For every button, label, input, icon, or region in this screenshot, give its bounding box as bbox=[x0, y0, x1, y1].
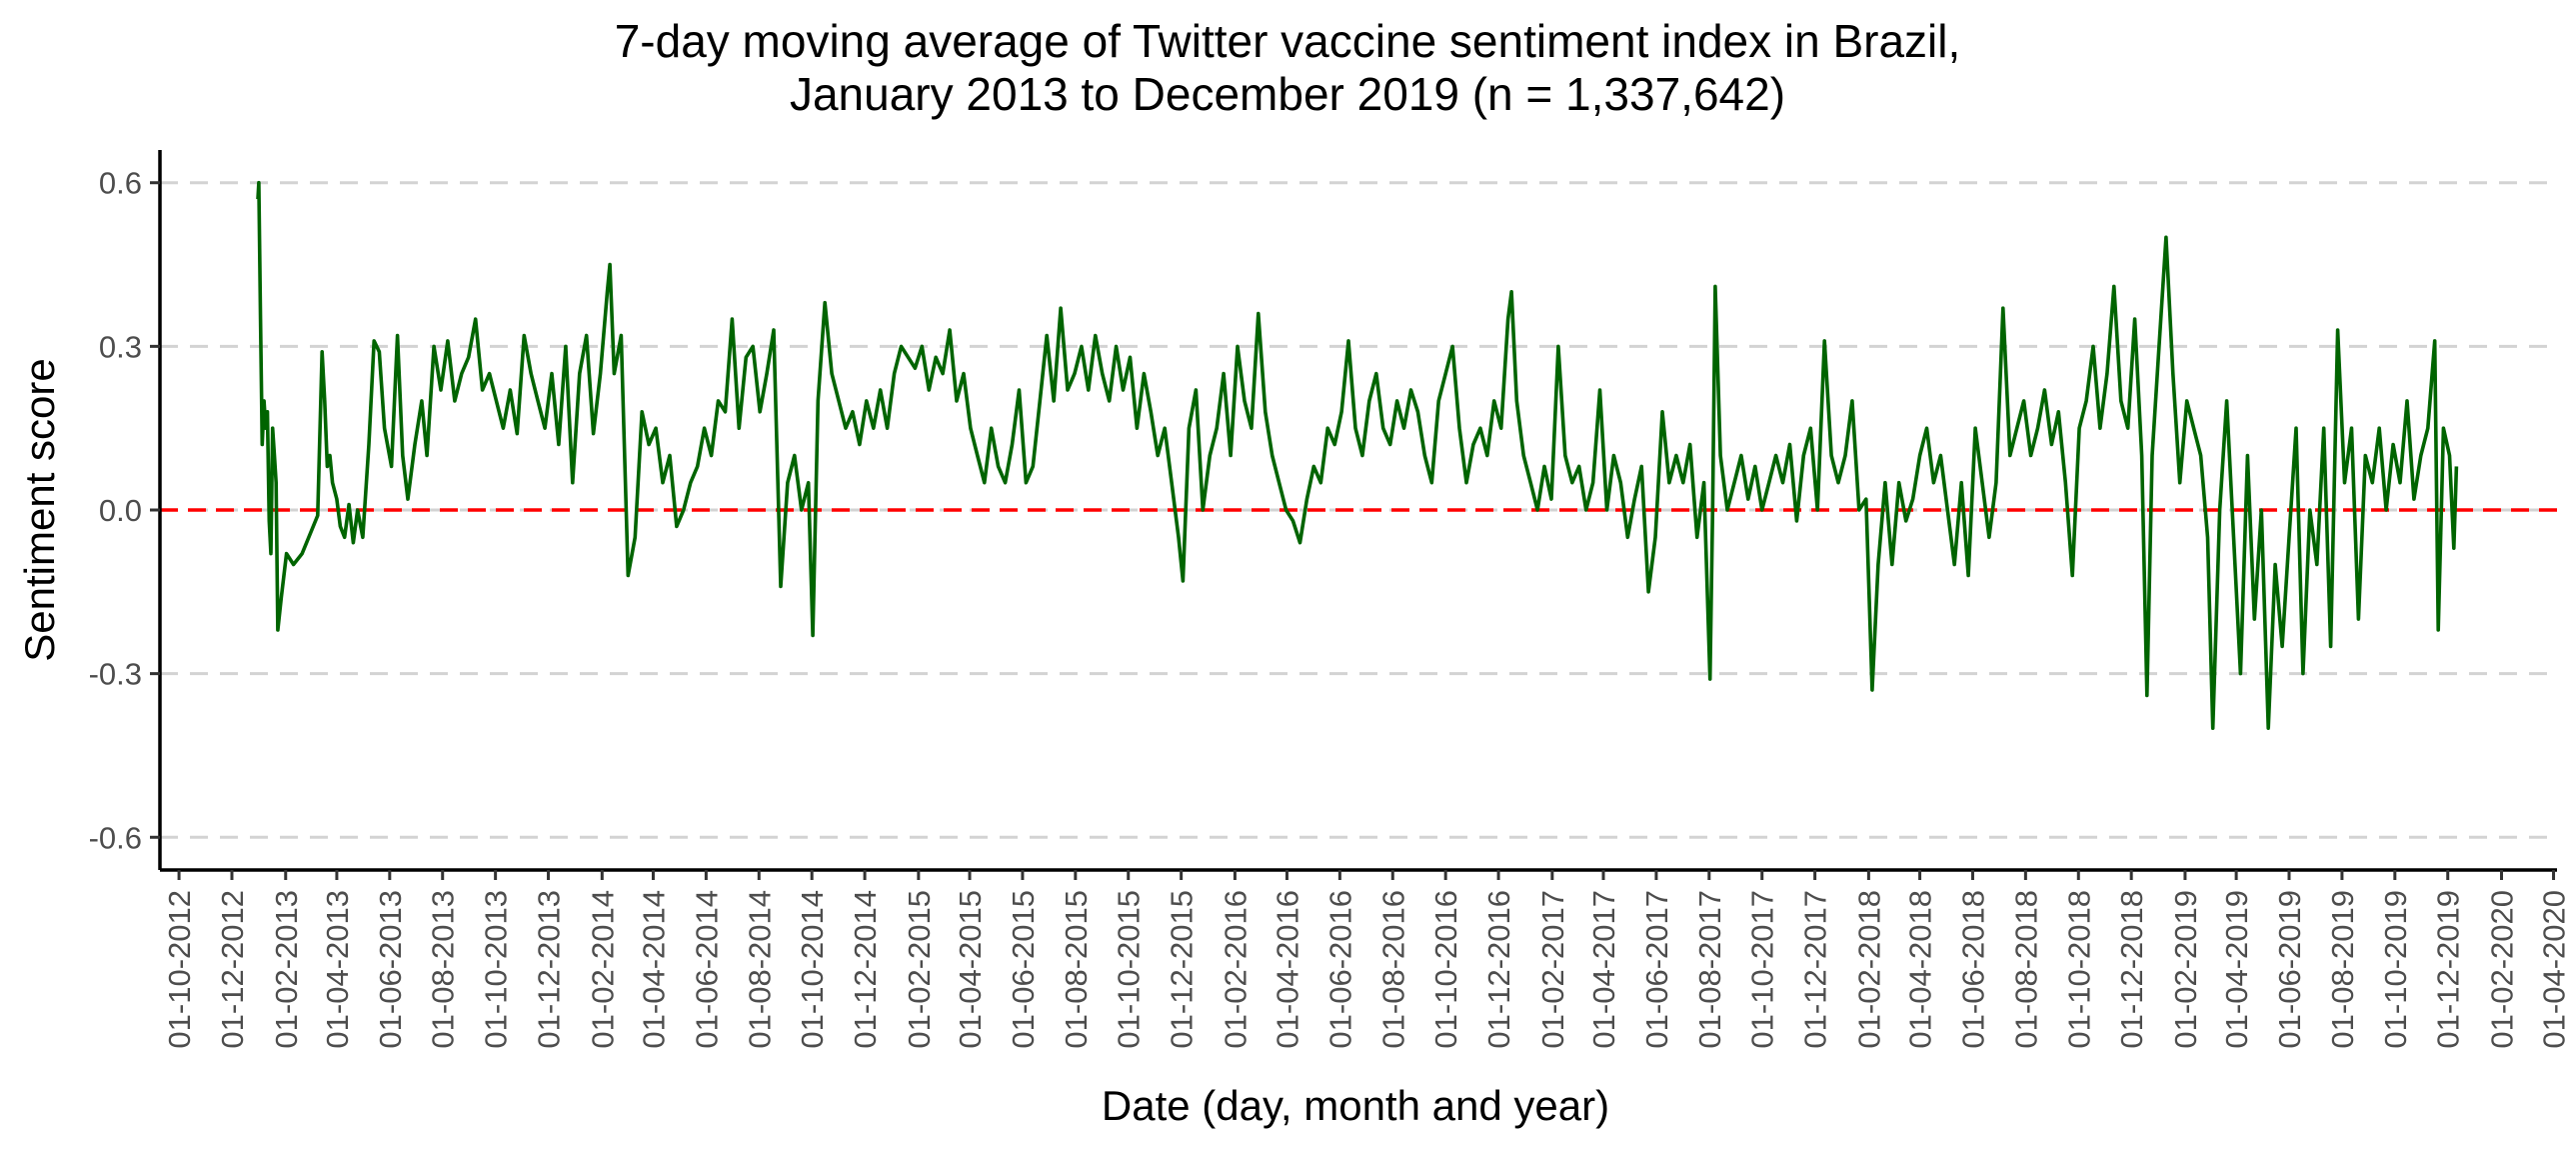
y-tick-label: 0.6 bbox=[99, 166, 142, 201]
x-tick-label: 01-02-2015 bbox=[902, 890, 937, 1049]
x-tick-label: 01-12-2017 bbox=[1798, 890, 1833, 1049]
x-tick-label: 01-04-2013 bbox=[320, 890, 355, 1049]
x-tick-label: 01-12-2019 bbox=[2431, 890, 2466, 1049]
x-tick-label: 01-08-2016 bbox=[1375, 890, 1410, 1049]
x-tick-label: 01-10-2019 bbox=[2378, 890, 2413, 1049]
y-tick-label: -0.6 bbox=[89, 820, 142, 855]
x-tick-label: 01-08-2013 bbox=[426, 890, 461, 1049]
y-axis-title: Sentiment score bbox=[16, 358, 63, 661]
x-tick-label: 01-06-2017 bbox=[1639, 890, 1674, 1049]
x-axis-ticks: 01-10-2012 01-12-2012 01-02-2013 01-04-2013… bbox=[162, 870, 2572, 1049]
x-tick-label: 01-04-2015 bbox=[953, 890, 988, 1049]
series-line bbox=[256, 180, 2459, 730]
y-tick-label: 0.3 bbox=[99, 329, 142, 364]
x-tick-label: 01-12-2012 bbox=[215, 890, 250, 1049]
x-tick-label: 01-02-2017 bbox=[1535, 890, 1570, 1049]
chart-title-line-2: January 2013 to December 2019 (n = 1,337… bbox=[790, 68, 1785, 120]
x-tick-label: 01-02-2013 bbox=[269, 890, 304, 1049]
axes bbox=[158, 150, 2557, 872]
x-tick-label: 01-08-2019 bbox=[2325, 890, 2360, 1049]
series-layer bbox=[256, 180, 2459, 730]
x-tick-label: 01-12-2016 bbox=[1481, 890, 1516, 1049]
x-tick-label: 01-08-2018 bbox=[2008, 890, 2043, 1049]
x-tick-label: 01-12-2018 bbox=[2114, 890, 2149, 1049]
x-tick-label: 01-02-2020 bbox=[2485, 890, 2520, 1049]
x-tick-label: 01-06-2015 bbox=[1006, 890, 1041, 1049]
x-tick-label: 01-06-2014 bbox=[689, 890, 724, 1049]
x-tick-label: 01-10-2014 bbox=[795, 890, 830, 1049]
y-axis-ticks: 0.6 0.3 0.0 -0.3 -0.6 bbox=[89, 166, 160, 855]
x-tick-label: 01-10-2015 bbox=[1112, 890, 1147, 1049]
x-tick-label: 01-06-2016 bbox=[1322, 890, 1357, 1049]
x-tick-label: 01-12-2014 bbox=[848, 890, 883, 1049]
x-tick-label: 01-04-2019 bbox=[2219, 890, 2254, 1049]
x-axis-title: Date (day, month and year) bbox=[1102, 1082, 1609, 1129]
x-tick-label: 01-02-2014 bbox=[585, 890, 620, 1049]
x-tick-label: 01-10-2017 bbox=[1745, 890, 1780, 1049]
x-tick-label: 01-08-2014 bbox=[742, 890, 777, 1049]
horizontal-gridlines bbox=[160, 181, 2557, 839]
x-tick-label: 01-08-2017 bbox=[1692, 890, 1727, 1049]
x-tick-label: 01-02-2019 bbox=[2168, 890, 2203, 1049]
x-tick-label: 01-02-2018 bbox=[1851, 890, 1886, 1049]
x-tick-label: 01-06-2018 bbox=[1956, 890, 1991, 1049]
chart-title: 7-day moving average of Twitter vaccine … bbox=[615, 15, 1961, 120]
x-tick-label: 01-06-2013 bbox=[373, 890, 408, 1049]
x-tick-label: 01-04-2016 bbox=[1271, 890, 1305, 1049]
x-tick-label: 01-02-2016 bbox=[1218, 890, 1253, 1049]
x-tick-label: 01-10-2013 bbox=[479, 890, 514, 1049]
x-tick-label: 01-06-2019 bbox=[2272, 890, 2307, 1049]
x-tick-label: 01-12-2013 bbox=[532, 890, 567, 1049]
x-tick-label: 01-04-2014 bbox=[637, 890, 672, 1049]
chart-title-line-1: 7-day moving average of Twitter vaccine … bbox=[615, 15, 1961, 67]
x-tick-label: 01-04-2020 bbox=[2537, 890, 2572, 1049]
x-tick-label: 01-04-2018 bbox=[1903, 890, 1938, 1049]
y-tick-label: 0.0 bbox=[99, 493, 142, 528]
x-tick-label: 01-10-2012 bbox=[162, 890, 197, 1049]
x-tick-label: 01-08-2015 bbox=[1059, 890, 1094, 1049]
y-tick-label: -0.3 bbox=[89, 657, 142, 692]
x-tick-label: 01-12-2015 bbox=[1165, 890, 1200, 1049]
x-tick-label: 01-10-2018 bbox=[2061, 890, 2096, 1049]
x-tick-label: 01-04-2017 bbox=[1586, 890, 1621, 1049]
x-tick-label: 01-10-2016 bbox=[1428, 890, 1463, 1049]
